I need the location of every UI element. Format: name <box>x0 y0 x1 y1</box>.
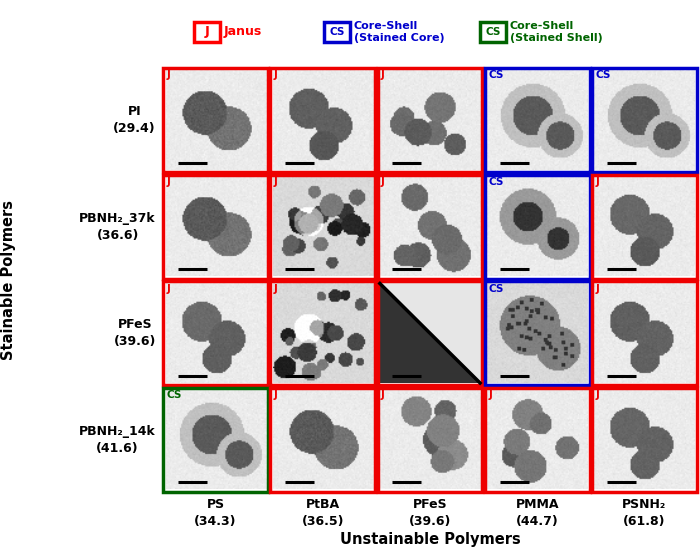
Text: PS
(34.3): PS (34.3) <box>195 498 237 528</box>
Bar <box>163 388 268 491</box>
Bar <box>324 22 350 42</box>
Bar <box>163 175 268 279</box>
Text: PSNH₂
(61.8): PSNH₂ (61.8) <box>622 498 666 528</box>
Bar <box>485 68 589 172</box>
Text: CS: CS <box>167 390 182 400</box>
Text: J: J <box>488 390 492 400</box>
Text: CS: CS <box>329 27 344 37</box>
Bar <box>163 68 268 172</box>
Text: J: J <box>274 71 278 80</box>
Bar <box>485 175 589 279</box>
Bar <box>485 388 589 491</box>
Text: PBNH₂_14k
(41.6): PBNH₂_14k (41.6) <box>79 425 156 455</box>
Text: Janus: Janus <box>224 25 262 39</box>
Text: CS: CS <box>488 284 503 294</box>
Bar <box>194 22 220 42</box>
Text: J: J <box>274 284 278 294</box>
Bar <box>378 175 482 279</box>
Text: J: J <box>274 177 278 187</box>
Bar <box>378 281 482 385</box>
Text: J: J <box>595 177 599 187</box>
Bar <box>378 388 482 491</box>
Bar <box>485 281 589 385</box>
Text: PMMA
(44.7): PMMA (44.7) <box>515 498 559 528</box>
Text: PtBA
(36.5): PtBA (36.5) <box>302 498 344 528</box>
Text: CS: CS <box>595 71 610 80</box>
Text: J: J <box>595 284 599 294</box>
Text: PFeS
(39.6): PFeS (39.6) <box>113 318 156 348</box>
Bar <box>592 281 696 385</box>
Text: Core-Shell
(Stained Core): Core-Shell (Stained Core) <box>354 21 444 43</box>
Text: J: J <box>595 390 599 400</box>
Text: PFeS
(39.6): PFeS (39.6) <box>409 498 452 528</box>
Bar <box>270 388 375 491</box>
Text: J: J <box>274 390 278 400</box>
Text: Core-Shell
(Stained Shell): Core-Shell (Stained Shell) <box>510 21 603 43</box>
Bar <box>592 68 696 172</box>
Bar <box>592 175 696 279</box>
Text: J: J <box>381 71 385 80</box>
Text: PBNH₂_37k
(36.6): PBNH₂_37k (36.6) <box>79 212 156 242</box>
Text: J: J <box>167 284 170 294</box>
Text: J: J <box>167 71 170 80</box>
Text: Stainable Polymers: Stainable Polymers <box>1 200 17 360</box>
Text: J: J <box>381 390 385 400</box>
Text: PI
(29.4): PI (29.4) <box>113 105 156 135</box>
Bar <box>163 281 268 385</box>
Text: J: J <box>204 25 209 39</box>
Text: CS: CS <box>488 71 503 80</box>
Text: J: J <box>381 177 385 187</box>
Bar <box>270 68 375 172</box>
Bar <box>592 388 696 491</box>
Bar <box>480 22 506 42</box>
Text: Unstainable Polymers: Unstainable Polymers <box>340 532 520 547</box>
Text: CS: CS <box>488 177 503 187</box>
Bar <box>270 281 375 385</box>
Text: J: J <box>167 177 170 187</box>
Bar <box>378 68 482 172</box>
Bar <box>270 175 375 279</box>
Text: CS: CS <box>485 27 500 37</box>
